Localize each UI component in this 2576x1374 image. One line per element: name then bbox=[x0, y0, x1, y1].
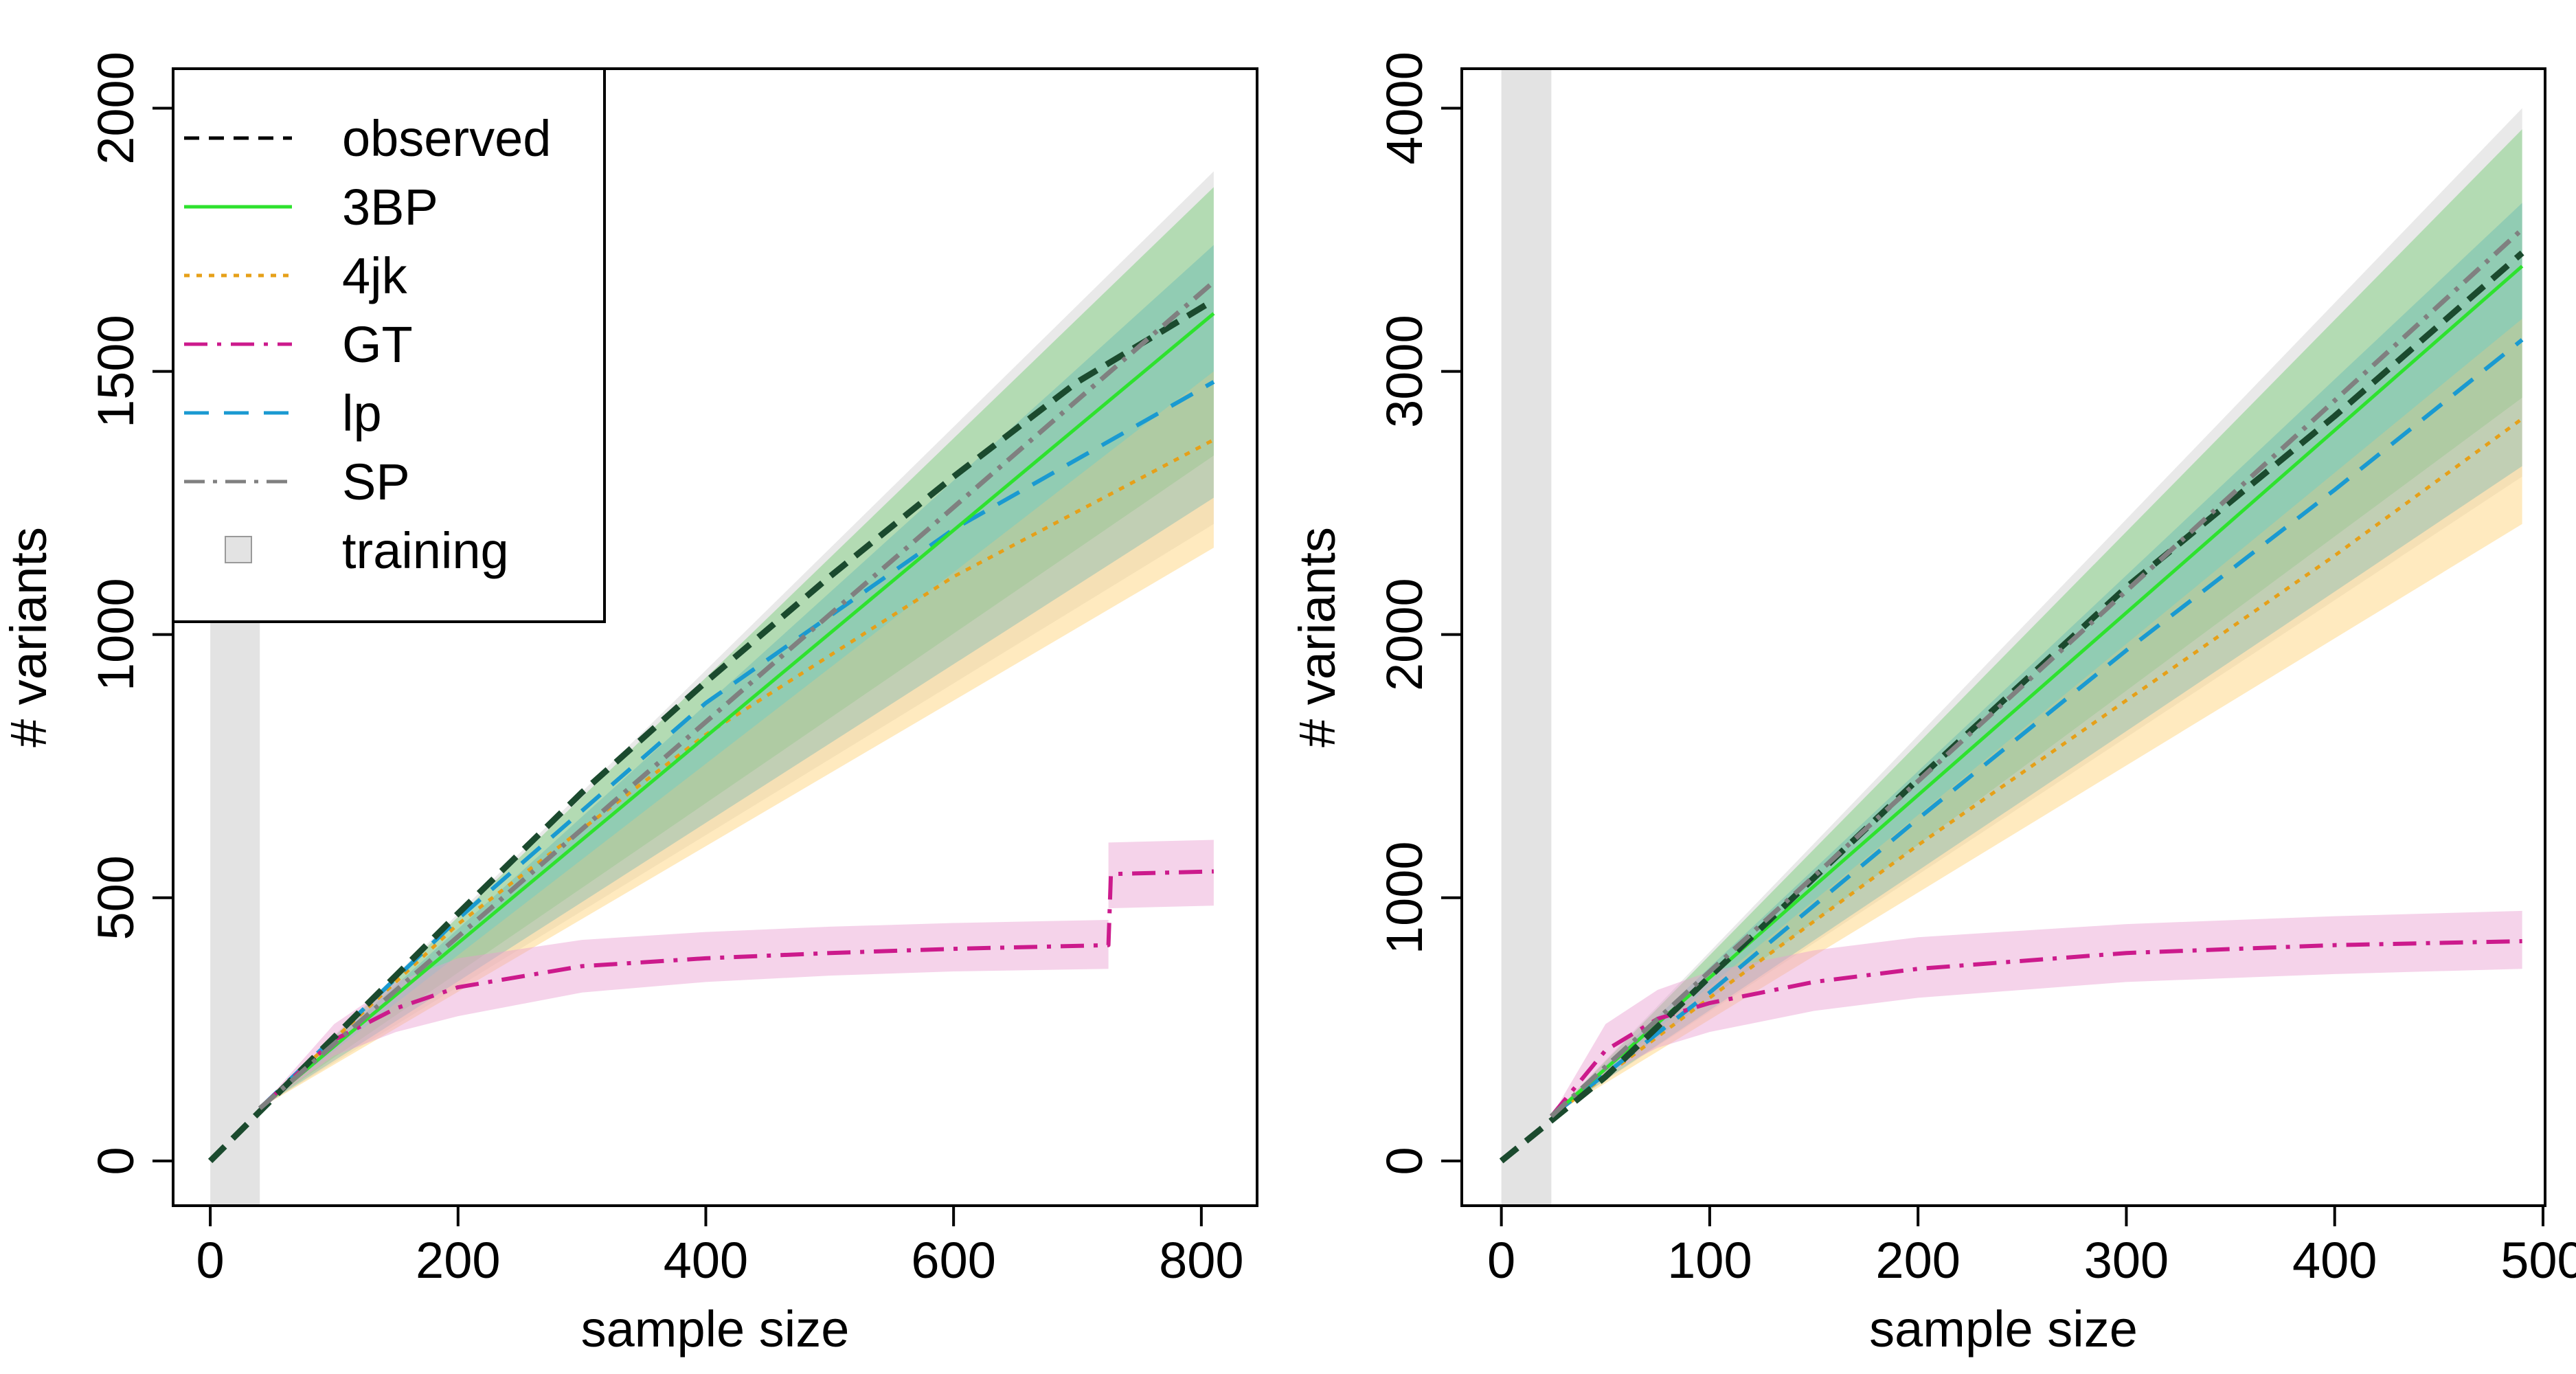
band-sp bbox=[1551, 108, 2522, 1116]
y-tick-label: 1000 bbox=[87, 578, 144, 691]
y-tick-label: 1500 bbox=[87, 315, 144, 428]
x-tick-label: 0 bbox=[196, 1232, 225, 1289]
y-tick-label: 0 bbox=[1376, 1147, 1433, 1175]
legend-item-sp: SP bbox=[184, 453, 410, 510]
x-tick-label: 200 bbox=[1875, 1232, 1960, 1289]
x-axis-title: sample size bbox=[581, 1300, 850, 1358]
legend: observed 3BP 4jk GT lp SP training bbox=[172, 67, 606, 623]
x-axis: 0 200 400 600 800 sample size bbox=[196, 1204, 1244, 1358]
x-tick-label: 400 bbox=[2292, 1232, 2377, 1289]
series-line-3bp bbox=[1550, 264, 2524, 1118]
series-line-4jk bbox=[1550, 417, 2524, 1118]
band-sp bbox=[260, 171, 1214, 1109]
legend-item-training: training bbox=[225, 522, 509, 579]
band-4jk bbox=[260, 371, 1214, 1109]
y-tick-label: 2000 bbox=[1376, 578, 1433, 691]
y-tick-label: 500 bbox=[87, 855, 144, 940]
series-line-observed bbox=[1499, 250, 2524, 1164]
series-line-lp bbox=[1550, 338, 2524, 1118]
legend-label-gt: GT bbox=[342, 316, 413, 373]
y-tick-label: 0 bbox=[87, 1147, 144, 1175]
series-line-gt bbox=[258, 869, 1214, 1110]
legend-label-observed: observed bbox=[342, 110, 551, 167]
legend-item-4jk: 4jk bbox=[184, 247, 408, 304]
x-tick-label: 600 bbox=[911, 1232, 995, 1289]
series-line-gt bbox=[1550, 938, 2522, 1118]
band-4jk bbox=[1551, 318, 2522, 1116]
legend-item-lp: lp bbox=[184, 385, 382, 442]
band-gt-1 bbox=[1108, 840, 1214, 909]
training-region bbox=[1501, 69, 1552, 1206]
x-tick-label: 0 bbox=[1487, 1232, 1515, 1289]
x-axis: 0 100 200 300 400 500 sample size bbox=[1487, 1204, 2576, 1358]
plot-area bbox=[1499, 69, 2524, 1206]
y-axis: 0 1000 2000 3000 4000 # variants bbox=[1289, 52, 1463, 1175]
x-tick-label: 800 bbox=[1159, 1232, 1243, 1289]
y-axis: 0 500 1000 1500 2000 # variants bbox=[0, 52, 174, 1175]
y-axis-title: # variants bbox=[0, 527, 57, 747]
band-gt-0 bbox=[260, 919, 1109, 1109]
chart-panel-2: 0 100 200 300 400 500 sample size 0 1000 2000 3000… bbox=[1289, 52, 2576, 1358]
band-lp bbox=[1551, 203, 2522, 1116]
legend-item-3bp: 3BP bbox=[184, 179, 438, 236]
legend-item-gt: GT bbox=[184, 316, 413, 373]
band-3bp bbox=[1551, 129, 2522, 1116]
x-tick-label: 400 bbox=[664, 1232, 748, 1289]
series-line-sp bbox=[258, 280, 1216, 1110]
legend-item-observed: observed bbox=[184, 110, 551, 167]
band-3bp bbox=[260, 187, 1214, 1109]
x-tick-label: 100 bbox=[1667, 1232, 1752, 1289]
y-tick-label: 3000 bbox=[1376, 315, 1433, 428]
legend-label-3bp: 3BP bbox=[342, 179, 438, 236]
legend-label-lp: lp bbox=[342, 385, 382, 442]
y-tick-label: 2000 bbox=[87, 52, 144, 165]
legend-label-sp: SP bbox=[342, 453, 410, 510]
y-tick-label: 1000 bbox=[1376, 841, 1433, 954]
series-line-observed bbox=[207, 297, 1216, 1164]
legend-label-4jk: 4jk bbox=[342, 247, 408, 304]
x-tick-label: 300 bbox=[2084, 1232, 2169, 1289]
chart-panel-1: 0 200 400 600 800 sample size 0 500 1000 1500 2000… bbox=[0, 52, 1258, 1358]
series-line-3bp bbox=[258, 312, 1215, 1110]
x-axis-title: sample size bbox=[1869, 1300, 2138, 1358]
band-gt-0 bbox=[1551, 910, 2522, 1116]
legend-swatch-training bbox=[225, 536, 252, 563]
y-tick-label: 4000 bbox=[1376, 52, 1433, 165]
y-axis-title: # variants bbox=[1289, 527, 1346, 747]
x-tick-label: 200 bbox=[416, 1232, 500, 1289]
series-line-sp bbox=[1550, 227, 2524, 1118]
x-tick-label: 500 bbox=[2500, 1232, 2576, 1289]
plot-area bbox=[207, 69, 1216, 1206]
legend-label-training: training bbox=[342, 522, 509, 579]
